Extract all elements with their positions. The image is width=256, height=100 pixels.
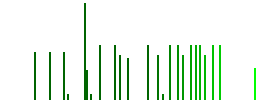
Bar	[99, 45, 101, 100]
Bar	[169, 45, 171, 100]
Bar	[84, 3, 86, 100]
Bar	[190, 45, 192, 100]
Bar	[147, 45, 149, 100]
Bar	[127, 58, 129, 100]
Bar	[204, 55, 206, 100]
Bar	[49, 52, 51, 100]
Bar	[114, 45, 116, 100]
Bar	[219, 45, 221, 100]
Bar	[177, 45, 179, 100]
Bar	[67, 94, 69, 100]
Bar	[212, 45, 214, 100]
Bar	[162, 94, 164, 100]
Bar	[86, 70, 88, 100]
Bar	[63, 52, 65, 100]
Bar	[34, 52, 36, 100]
Bar	[254, 68, 256, 100]
Bar	[119, 55, 121, 100]
Bar	[157, 55, 159, 100]
Bar	[195, 45, 197, 100]
Bar	[199, 45, 201, 100]
Bar	[90, 94, 92, 100]
Bar	[182, 55, 184, 100]
